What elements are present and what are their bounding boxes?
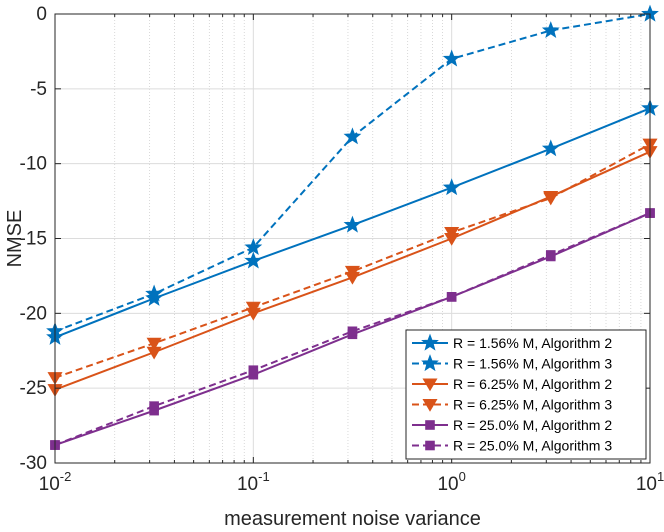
legend-label-3: R = 6.25% M, Algorithm 2 (453, 376, 612, 392)
legend-marker-2 (421, 354, 439, 372)
y-tick-label: -20 (20, 303, 47, 324)
x-tick-label: 10-1 (237, 469, 270, 495)
legend-marker-1 (421, 333, 439, 351)
y-tick-label: -15 (20, 229, 47, 250)
legend-marker-4 (422, 398, 438, 412)
y-tick-label: -5 (30, 79, 47, 100)
legend-marker-5 (425, 420, 435, 430)
legend-label-4: R = 6.25% M, Algorithm 3 (453, 397, 612, 413)
data-point-series-4 (444, 226, 460, 240)
data-point-series-6 (446, 292, 457, 302)
x-tick-labels: 10-2 10-1 100 101 (39, 469, 664, 495)
data-point-series-1 (442, 178, 461, 196)
data-point-series-4 (344, 265, 360, 279)
y-tick-label: 0 (36, 4, 47, 25)
legend-marker-3 (422, 378, 438, 392)
y-axis-label: NMSE (4, 210, 26, 268)
data-point-series-6 (347, 326, 358, 337)
y-tick-label: -25 (20, 378, 47, 399)
data-point-series-4 (543, 192, 559, 206)
legend-label-2: R = 1.56% M, Algorithm 3 (453, 356, 612, 372)
y-tick-labels: 0 -5 -10 -15 -20 -25 -30 (20, 4, 47, 474)
x-tick-label: 100 (437, 469, 465, 495)
data-point-series-6 (149, 401, 159, 411)
data-point-series-2 (442, 49, 461, 67)
legend-box (405, 329, 647, 460)
data-point-series-4 (245, 301, 261, 315)
y-tick-label: -10 (20, 154, 47, 175)
data-point-series-1 (541, 139, 560, 157)
data-point-series-6 (545, 250, 556, 260)
x-tick-label: 10-2 (39, 469, 72, 495)
data-point-series-4 (146, 337, 162, 351)
data-point-series-1 (343, 215, 362, 233)
axis-ticks (54, 13, 651, 464)
legend: R = 1.56% M, Algorithm 2 R = 1.56% M, Alg… (405, 329, 647, 460)
data-point-series-6 (248, 365, 259, 376)
legend-label-5: R = 25.0% M, Algorithm 2 (453, 417, 612, 433)
legend-label-6: R = 25.0% M, Algorithm 3 (453, 438, 612, 454)
x-axis-label: measurement noise variance (224, 508, 481, 530)
data-point-series-2 (541, 21, 560, 39)
x-tick-label: 101 (636, 469, 664, 495)
legend-label-1: R = 1.56% M, Algorithm 2 (453, 335, 612, 351)
data-point-series-2 (343, 127, 362, 145)
data-point-series-2 (244, 238, 263, 256)
data-point-series-1 (244, 251, 263, 269)
data-point-series-2 (145, 284, 163, 302)
y-tick-label: -30 (20, 453, 47, 474)
legend-marker-6 (425, 440, 435, 451)
